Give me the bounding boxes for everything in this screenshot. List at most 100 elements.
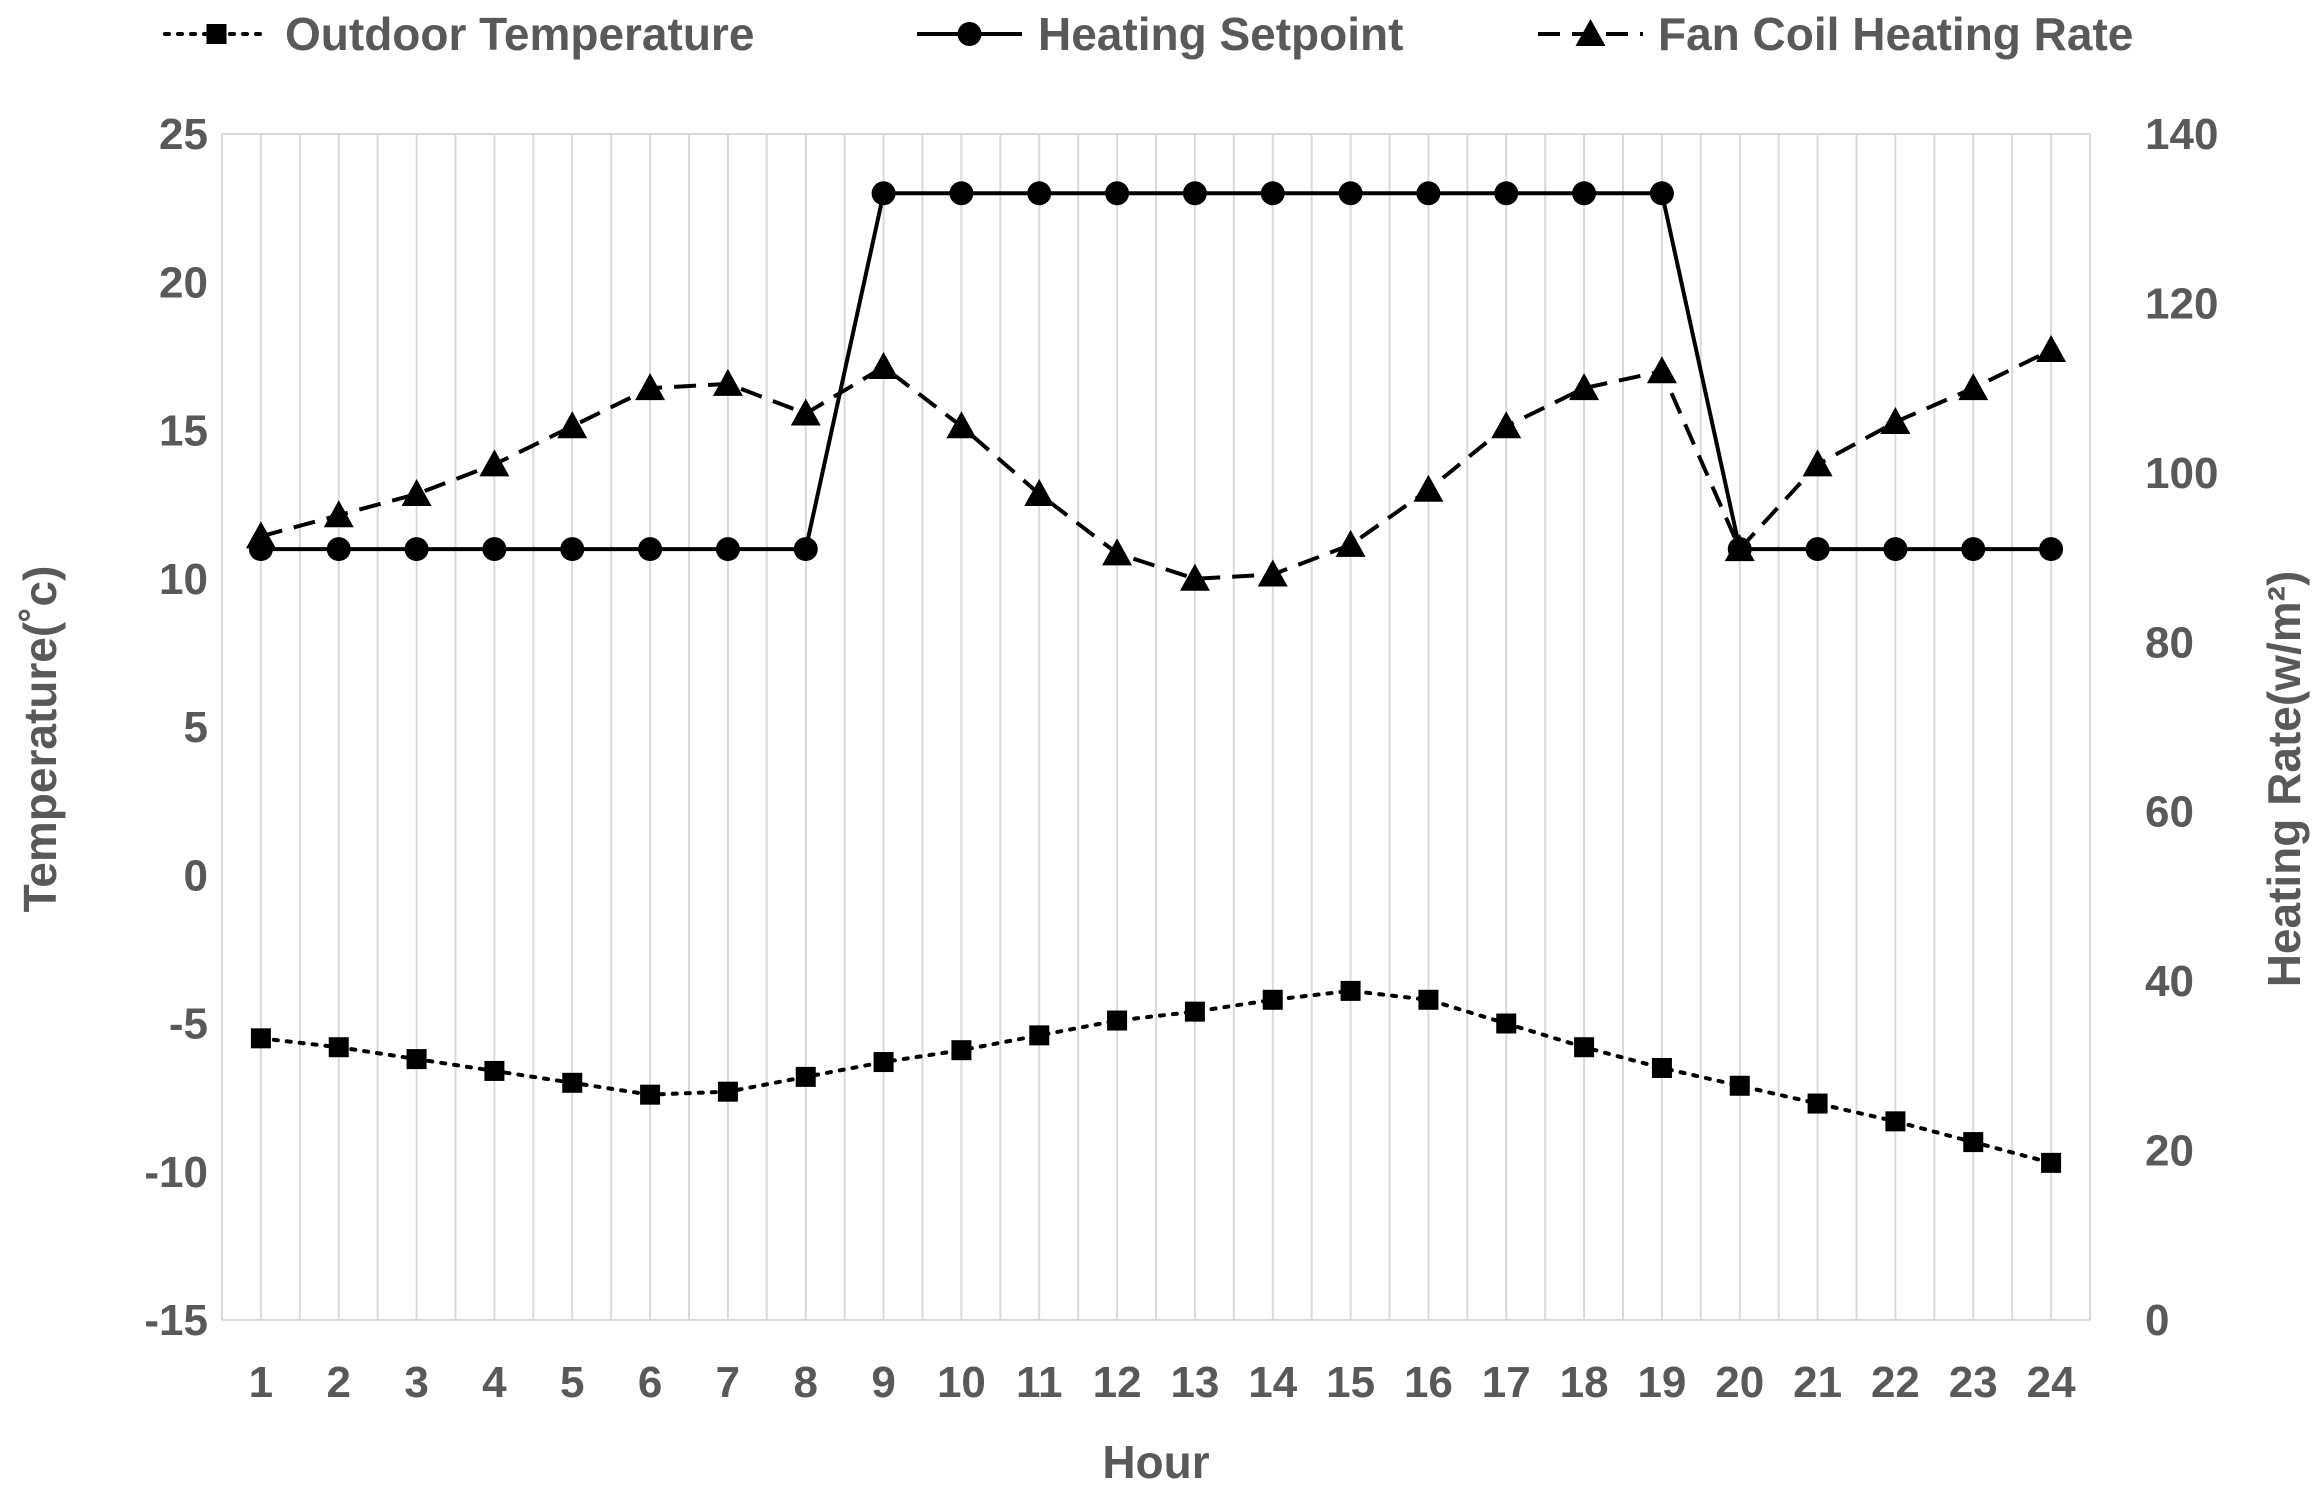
- x-tick-label: 13: [1170, 1358, 1219, 1407]
- y-right-tick-label: 40: [2145, 957, 2194, 1006]
- legend-item: Fan Coil Heating Rate: [1538, 8, 2133, 60]
- y-right-tick-label: 80: [2145, 618, 2194, 667]
- data-point: [1494, 181, 1519, 206]
- legend-label: Heating Setpoint: [1038, 8, 1403, 60]
- data-point: [2041, 1152, 2062, 1173]
- data-point: [1572, 181, 1597, 206]
- y-tick-label: -5: [169, 1000, 208, 1049]
- data-point: [1805, 537, 1830, 562]
- series-outdoor-temperature: [250, 980, 2062, 1173]
- data-point: [1574, 1037, 1595, 1058]
- data-point: [1102, 538, 1133, 566]
- data-point: [1961, 537, 1986, 562]
- data-point: [323, 500, 354, 528]
- data-point: [479, 449, 510, 477]
- x-tick-label: 18: [1560, 1358, 1609, 1407]
- y-tick-label: 20: [159, 258, 208, 307]
- legend: Outdoor Temperature Heating Setpoint Fan C…: [163, 8, 2133, 60]
- data-point: [873, 1052, 894, 1073]
- data-point: [1179, 563, 1210, 591]
- data-point: [1418, 989, 1439, 1010]
- data-point: [1491, 411, 1522, 439]
- y-axis-right-title: Heating Rate(w/m²): [2258, 571, 2310, 988]
- data-point: [1413, 474, 1444, 502]
- y-tick-label: -15: [144, 1296, 208, 1345]
- legend-label: Outdoor Temperature: [285, 8, 754, 60]
- data-point: [560, 537, 585, 562]
- data-point: [250, 1028, 271, 1049]
- data-point: [404, 537, 429, 562]
- data-point: [1963, 1132, 1984, 1153]
- data-point: [1262, 989, 1283, 1010]
- data-point: [868, 351, 899, 379]
- data-point: [1958, 373, 1989, 401]
- data-point: [1107, 1010, 1128, 1031]
- x-tick-label: 15: [1326, 1358, 1375, 1407]
- y-tick-label: 0: [184, 851, 208, 900]
- data-point: [1651, 1057, 1672, 1078]
- data-point: [1724, 534, 1755, 562]
- x-tick-label: 11: [1016, 1358, 1063, 1407]
- data-point: [1260, 181, 1285, 206]
- data-point: [1024, 479, 1055, 507]
- data-point: [1802, 449, 1833, 477]
- data-point: [1646, 356, 1677, 384]
- data-point: [562, 1072, 583, 1093]
- data-point: [635, 373, 666, 401]
- data-point: [482, 537, 507, 562]
- data-point: [871, 181, 896, 206]
- data-point: [640, 1084, 661, 1105]
- data-point: [1029, 1025, 1050, 1046]
- data-point: [1880, 407, 1911, 435]
- series-line: [260, 348, 2052, 581]
- data-point: [951, 1040, 972, 1061]
- data-point: [1184, 1001, 1205, 1022]
- data-point: [946, 411, 977, 439]
- data-point: [1649, 181, 1674, 206]
- x-tick-label: 5: [560, 1358, 584, 1407]
- y-axis-title: Temperature(˚c): [14, 566, 66, 913]
- data-point: [1182, 181, 1207, 206]
- data-point: [793, 537, 818, 562]
- x-tick-label: 9: [871, 1358, 895, 1407]
- legend-item: Outdoor Temperature: [163, 8, 754, 60]
- data-point: [638, 537, 663, 562]
- x-tick-label: 12: [1093, 1358, 1142, 1407]
- x-tick-label: 2: [327, 1358, 351, 1407]
- data-point: [328, 1037, 349, 1058]
- x-tick-label: 3: [404, 1358, 428, 1407]
- data-point: [1883, 537, 1908, 562]
- x-tick-label: 17: [1482, 1358, 1531, 1407]
- x-tick-label: 20: [1715, 1358, 1764, 1407]
- legend-item: Heating Setpoint: [917, 8, 1403, 60]
- y-right-tick-label: 140: [2145, 110, 2218, 159]
- data-point: [1338, 181, 1363, 206]
- y-tick-label: 15: [159, 407, 208, 456]
- y-tick-label: 5: [184, 703, 208, 752]
- data-point: [2039, 537, 2064, 562]
- x-tick-label: 8: [794, 1358, 818, 1407]
- y-right-tick-label: 100: [2145, 449, 2218, 498]
- y-tick-label: 25: [159, 110, 208, 159]
- y-right-tick-label: 0: [2145, 1296, 2169, 1345]
- data-point: [790, 398, 821, 426]
- x-tick-label: 23: [1949, 1358, 1998, 1407]
- data-point: [1257, 559, 1288, 587]
- x-tick-label: 7: [716, 1358, 740, 1407]
- gridlines: [221, 133, 2091, 1321]
- data-point: [949, 181, 974, 206]
- data-point: [1496, 1013, 1517, 1034]
- series: [245, 181, 2067, 1173]
- data-point: [715, 537, 740, 562]
- data-point: [1729, 1075, 1750, 1096]
- x-tick-label: 24: [2027, 1358, 2076, 1407]
- data-point: [484, 1060, 505, 1081]
- x-tick-label: 1: [249, 1358, 273, 1407]
- x-tick-label: 14: [1248, 1358, 1297, 1407]
- data-point: [1416, 181, 1441, 206]
- data-point: [1885, 1111, 1906, 1132]
- y-tick-label: -10: [144, 1148, 208, 1197]
- data-point: [1335, 529, 1366, 557]
- data-point: [1105, 181, 1130, 206]
- data-point: [557, 411, 588, 439]
